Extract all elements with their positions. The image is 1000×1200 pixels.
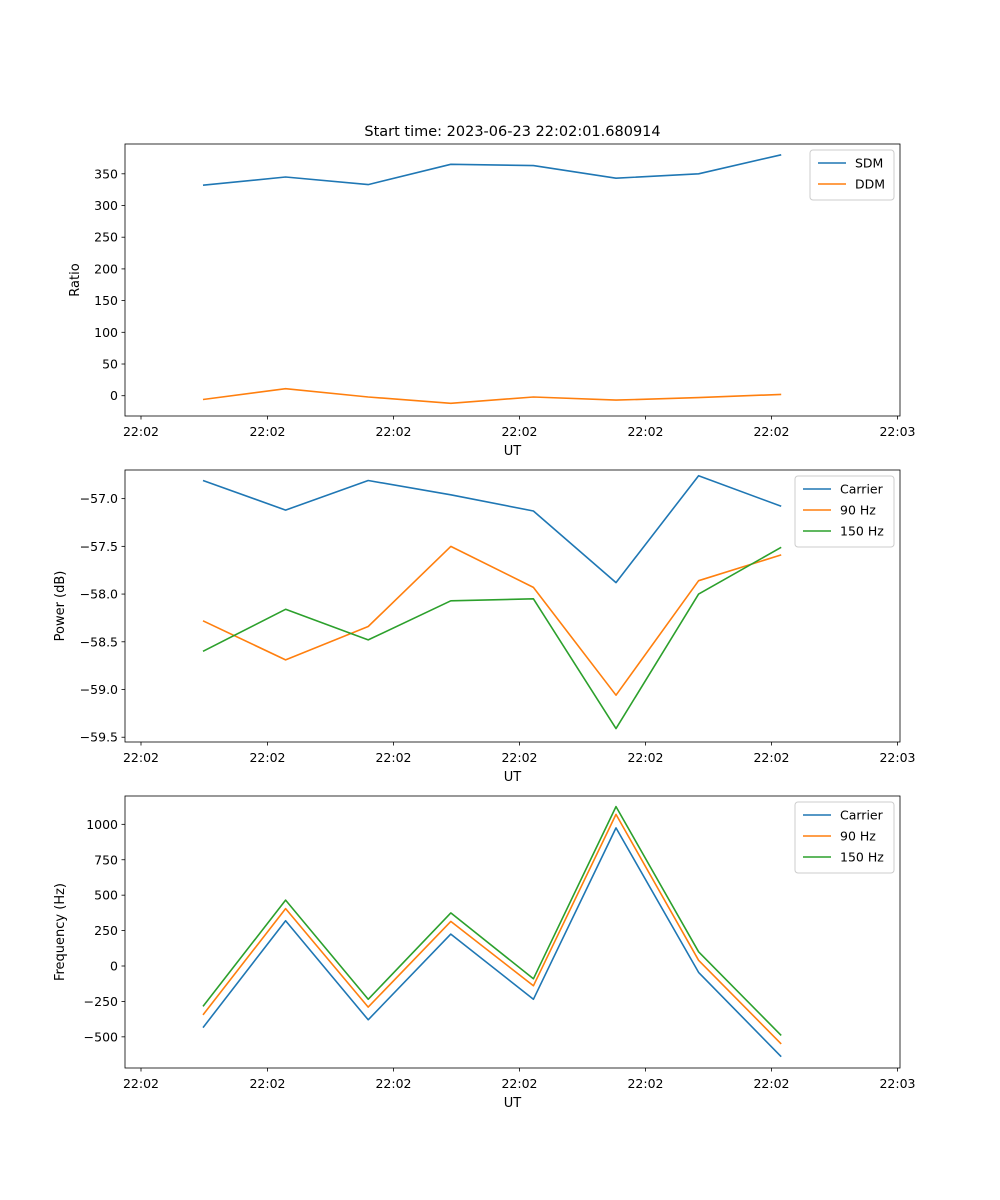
chart-panel-1: 0 50 100 150 200 250 300 350 22:02 22:02 22:02 22:0… — [68, 143, 916, 459]
y-tick-label: −59.0 — [80, 682, 118, 697]
y-tick-label: 750 — [94, 852, 118, 867]
x-tick-label: 22:02 — [753, 750, 789, 765]
legend-label: DDM — [855, 177, 885, 192]
chart-panel-2: −59.5 −59.0 −58.5 −58.0 −57.5 −57.0 22:02 22:02… — [53, 469, 916, 785]
x-tick-label: 22:02 — [249, 424, 285, 439]
y-axis-label: Power (dB) — [53, 571, 68, 642]
x-axis-label: UT — [504, 444, 522, 459]
x-tick-label: 22:02 — [753, 424, 789, 439]
axes-frame — [124, 469, 901, 743]
x-tick-label: 22:02 — [123, 1076, 159, 1091]
y-tick-label: 50 — [102, 357, 118, 372]
series-line-150-hz — [202, 805, 782, 1036]
x-tick-label: 22:03 — [879, 1076, 915, 1091]
y-axis-label: Ratio — [68, 263, 83, 296]
series-line-ddm — [202, 387, 782, 405]
legend-label: 150 Hz — [840, 850, 884, 865]
x-tick-label: 22:03 — [879, 750, 915, 765]
y-tick-label: 0 — [110, 388, 118, 403]
x-axis-label: UT — [504, 1096, 522, 1111]
axes-frame — [124, 143, 901, 417]
y-tick-label: 250 — [94, 923, 118, 938]
legend-box — [794, 475, 895, 548]
y-tick-label: −250 — [84, 994, 118, 1009]
legend-label: 90 Hz — [840, 829, 876, 844]
series-line-carrier — [202, 474, 782, 584]
y-tick-label: −57.5 — [80, 539, 118, 554]
legend-label: SDM — [855, 156, 883, 171]
y-tick-label: 150 — [94, 293, 118, 308]
legend-label: Carrier — [840, 808, 884, 823]
legend: SDM DDM — [809, 149, 895, 201]
y-tick-label: 300 — [94, 198, 118, 213]
x-tick-label: 22:02 — [627, 750, 663, 765]
x-tick-label: 22:02 — [249, 750, 285, 765]
legend-label: 150 Hz — [840, 524, 884, 539]
legend-label: Carrier — [840, 482, 884, 497]
legend: Carrier 90 Hz 150 Hz — [794, 475, 895, 548]
series-line-90-hz — [202, 545, 782, 697]
y-tick-label: 100 — [94, 325, 118, 340]
y-tick-label: −500 — [84, 1029, 118, 1044]
x-tick-label: 22:02 — [501, 424, 537, 439]
legend-label: 90 Hz — [840, 503, 876, 518]
x-tick-label: 22:02 — [501, 1076, 537, 1091]
y-tick-label: 350 — [94, 166, 118, 181]
figure-title: Start time: 2023-06-23 22:02:01.680914 — [364, 124, 660, 140]
y-tick-label: 250 — [94, 230, 118, 245]
y-tick-label: −59.5 — [80, 730, 118, 745]
y-tick-label: 200 — [94, 261, 118, 276]
x-tick-label: 22:02 — [123, 750, 159, 765]
y-tick-label: −58.5 — [80, 634, 118, 649]
x-tick-label: 22:02 — [123, 424, 159, 439]
x-tick-label: 22:02 — [627, 1076, 663, 1091]
axes-frame — [124, 795, 901, 1069]
x-tick-label: 22:03 — [879, 424, 915, 439]
series-line-sdm — [202, 154, 782, 186]
x-tick-label: 22:02 — [627, 424, 663, 439]
x-tick-label: 22:02 — [753, 1076, 789, 1091]
x-tick-label: 22:02 — [375, 750, 411, 765]
series-line-carrier — [202, 827, 782, 1058]
y-axis-label: Frequency (Hz) — [53, 883, 68, 981]
y-tick-label: −58.0 — [80, 587, 118, 602]
series-line-90-hz — [202, 813, 782, 1045]
legend: Carrier 90 Hz 150 Hz — [794, 801, 895, 874]
chart-panel-3: −500 −250 0 250 500 750 1000 22:02 22:02 22:02 22:… — [53, 795, 916, 1111]
x-axis-label: UT — [504, 770, 522, 785]
x-tick-label: 22:02 — [375, 424, 411, 439]
y-tick-label: 0 — [110, 959, 118, 974]
series-line-150-hz — [202, 546, 782, 730]
y-tick-label: 1000 — [86, 817, 118, 832]
y-tick-label: 500 — [94, 888, 118, 903]
legend-box — [794, 801, 895, 874]
y-tick-label: −57.0 — [80, 491, 118, 506]
x-tick-label: 22:02 — [501, 750, 537, 765]
x-tick-label: 22:02 — [249, 1076, 285, 1091]
x-tick-label: 22:02 — [375, 1076, 411, 1091]
